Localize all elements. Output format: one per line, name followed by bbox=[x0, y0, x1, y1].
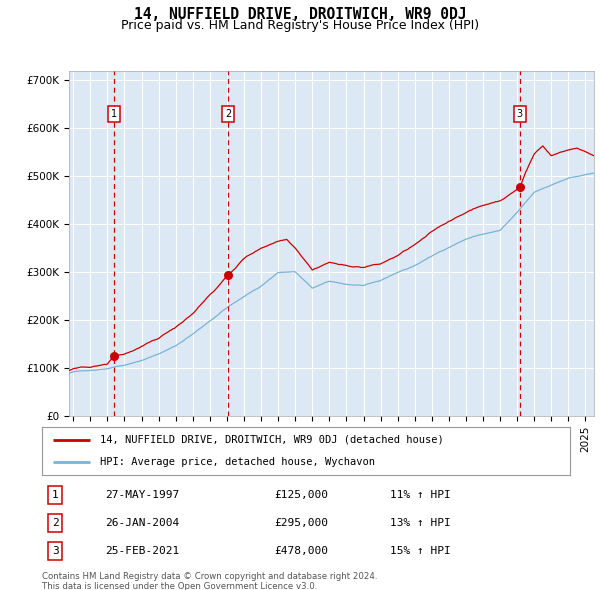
Text: 13% ↑ HPI: 13% ↑ HPI bbox=[391, 518, 451, 527]
Text: Price paid vs. HM Land Registry's House Price Index (HPI): Price paid vs. HM Land Registry's House … bbox=[121, 19, 479, 32]
Text: 25-FEB-2021: 25-FEB-2021 bbox=[106, 546, 179, 556]
Text: Contains HM Land Registry data © Crown copyright and database right 2024.: Contains HM Land Registry data © Crown c… bbox=[42, 572, 377, 581]
Text: 3: 3 bbox=[52, 546, 59, 556]
Text: £125,000: £125,000 bbox=[274, 490, 328, 500]
Text: 11% ↑ HPI: 11% ↑ HPI bbox=[391, 490, 451, 500]
Text: 27-MAY-1997: 27-MAY-1997 bbox=[106, 490, 179, 500]
Text: 14, NUFFIELD DRIVE, DROITWICH, WR9 0DJ (detached house): 14, NUFFIELD DRIVE, DROITWICH, WR9 0DJ (… bbox=[100, 435, 444, 445]
Text: 3: 3 bbox=[517, 109, 523, 119]
Text: £295,000: £295,000 bbox=[274, 518, 328, 527]
Text: 15% ↑ HPI: 15% ↑ HPI bbox=[391, 546, 451, 556]
Text: 2: 2 bbox=[225, 109, 231, 119]
Text: HPI: Average price, detached house, Wychavon: HPI: Average price, detached house, Wych… bbox=[100, 457, 375, 467]
Text: 26-JAN-2004: 26-JAN-2004 bbox=[106, 518, 179, 527]
Text: 14, NUFFIELD DRIVE, DROITWICH, WR9 0DJ: 14, NUFFIELD DRIVE, DROITWICH, WR9 0DJ bbox=[134, 7, 466, 22]
Text: This data is licensed under the Open Government Licence v3.0.: This data is licensed under the Open Gov… bbox=[42, 582, 317, 590]
Text: 1: 1 bbox=[111, 109, 117, 119]
Text: £478,000: £478,000 bbox=[274, 546, 328, 556]
Text: 2: 2 bbox=[52, 518, 59, 527]
Text: 1: 1 bbox=[52, 490, 59, 500]
